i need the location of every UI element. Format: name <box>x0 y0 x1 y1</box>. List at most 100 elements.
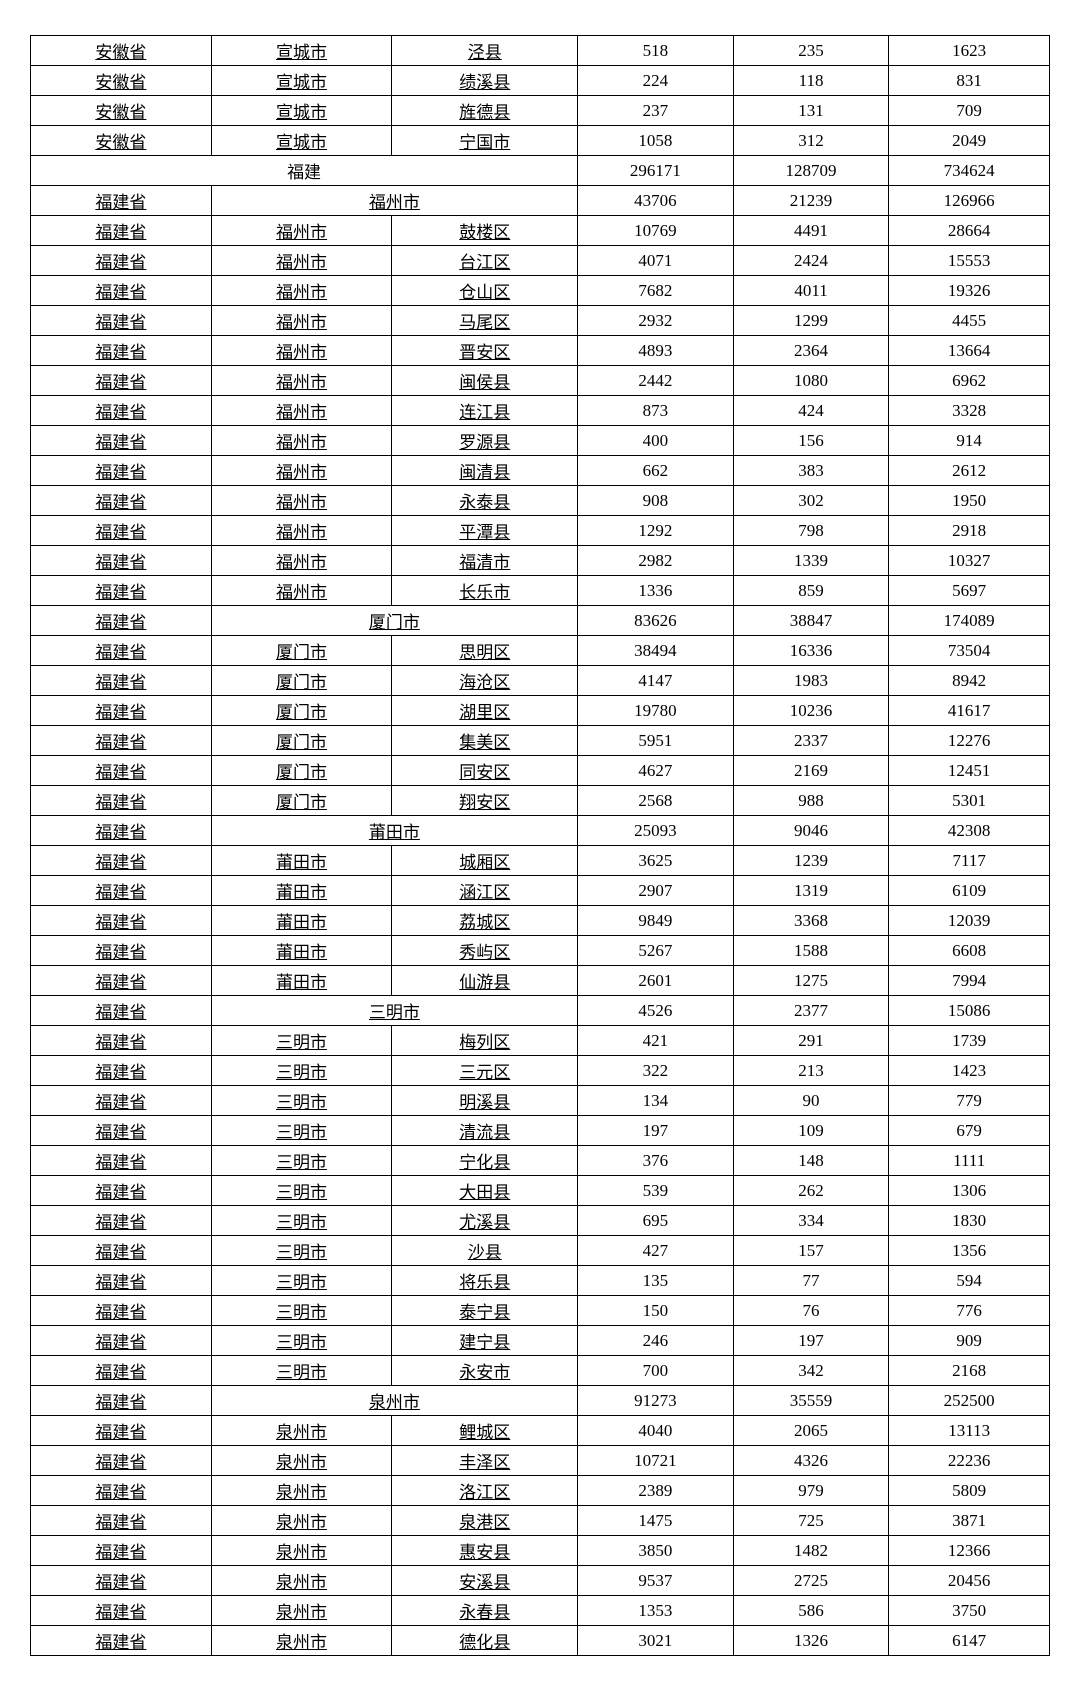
num-cell: 1080 <box>733 366 889 396</box>
num-cell: 1319 <box>733 876 889 906</box>
num-cell: 15086 <box>889 996 1050 1026</box>
num-cell: 421 <box>578 1026 734 1056</box>
num-cell: 252500 <box>889 1386 1050 1416</box>
num-cell: 128709 <box>733 156 889 186</box>
num-cell: 10327 <box>889 546 1050 576</box>
table-row: 福建省厦门市翔安区25689885301 <box>31 786 1050 816</box>
city-cell: 厦门市 <box>211 786 392 816</box>
num-cell: 156 <box>733 426 889 456</box>
num-cell: 2169 <box>733 756 889 786</box>
table-row: 福建省福州市闽侯县244210806962 <box>31 366 1050 396</box>
table-row: 福建省三明市泰宁县15076776 <box>31 1296 1050 1326</box>
num-cell: 2049 <box>889 126 1050 156</box>
num-cell: 695 <box>578 1206 734 1236</box>
county-cell: 泉港区 <box>392 1506 578 1536</box>
num-cell: 1111 <box>889 1146 1050 1176</box>
num-cell: 4526 <box>578 996 734 1026</box>
num-cell: 25093 <box>578 816 734 846</box>
num-cell: 13113 <box>889 1416 1050 1446</box>
city-cell: 泉州市 <box>211 1566 392 1596</box>
county-cell: 洛江区 <box>392 1476 578 1506</box>
num-cell: 3850 <box>578 1536 734 1566</box>
num-cell: 1588 <box>733 936 889 966</box>
num-cell: 6962 <box>889 366 1050 396</box>
num-cell: 2907 <box>578 876 734 906</box>
num-cell: 1326 <box>733 1626 889 1656</box>
num-cell: 2568 <box>578 786 734 816</box>
num-cell: 376 <box>578 1146 734 1176</box>
num-cell: 2377 <box>733 996 889 1026</box>
city-cell: 莆田市 <box>211 876 392 906</box>
province-cell: 安徽省 <box>31 36 212 66</box>
num-cell: 76 <box>733 1296 889 1326</box>
num-cell: 4326 <box>733 1446 889 1476</box>
num-cell: 41617 <box>889 696 1050 726</box>
table-row: 福建省福州市连江县8734243328 <box>31 396 1050 426</box>
province-cell: 福建省 <box>31 516 212 546</box>
num-cell: 10721 <box>578 1446 734 1476</box>
num-cell: 3871 <box>889 1506 1050 1536</box>
table-row: 福建省泉州市安溪县9537272520456 <box>31 1566 1050 1596</box>
num-cell: 2918 <box>889 516 1050 546</box>
table-row: 福建省三明市梅列区4212911739 <box>31 1026 1050 1056</box>
county-cell: 将乐县 <box>392 1266 578 1296</box>
num-cell: 38847 <box>733 606 889 636</box>
num-cell: 1739 <box>889 1026 1050 1056</box>
num-cell: 700 <box>578 1356 734 1386</box>
num-cell: 979 <box>733 1476 889 1506</box>
num-cell: 131 <box>733 96 889 126</box>
county-cell: 湖里区 <box>392 696 578 726</box>
num-cell: 1950 <box>889 486 1050 516</box>
num-cell: 586 <box>733 1596 889 1626</box>
county-cell: 尤溪县 <box>392 1206 578 1236</box>
province-cell: 福建省 <box>31 1356 212 1386</box>
province-cell: 福建省 <box>31 876 212 906</box>
city-cell: 三明市 <box>211 1296 392 1326</box>
num-cell: 594 <box>889 1266 1050 1296</box>
table-row: 福建省厦门市海沧区414719838942 <box>31 666 1050 696</box>
table-row: 安徽省宣城市宁国市10583122049 <box>31 126 1050 156</box>
table-row: 福建省福州市台江区4071242415553 <box>31 246 1050 276</box>
num-cell: 3625 <box>578 846 734 876</box>
city-cell: 宣城市 <box>211 36 392 66</box>
province-cell: 福建省 <box>31 1626 212 1656</box>
county-cell: 仓山区 <box>392 276 578 306</box>
county-cell: 清流县 <box>392 1116 578 1146</box>
province-cell: 福建省 <box>31 246 212 276</box>
province-cell: 福建省 <box>31 726 212 756</box>
city-cell: 厦门市 <box>211 666 392 696</box>
table-row: 福建省三明市明溪县13490779 <box>31 1086 1050 1116</box>
county-cell: 德化县 <box>392 1626 578 1656</box>
num-cell: 1306 <box>889 1176 1050 1206</box>
table-row: 福建省泉州市惠安县3850148212366 <box>31 1536 1050 1566</box>
county-cell: 绩溪县 <box>392 66 578 96</box>
city-cell: 福州市 <box>211 456 392 486</box>
num-cell: 42308 <box>889 816 1050 846</box>
num-cell: 914 <box>889 426 1050 456</box>
table-row: 福建省莆田市荔城区9849336812039 <box>31 906 1050 936</box>
province-cell: 福建省 <box>31 1236 212 1266</box>
table-row: 福建省福州市长乐市13368595697 <box>31 576 1050 606</box>
num-cell: 5267 <box>578 936 734 966</box>
num-cell: 424 <box>733 396 889 426</box>
county-cell: 泾县 <box>392 36 578 66</box>
num-cell: 831 <box>889 66 1050 96</box>
county-cell: 城厢区 <box>392 846 578 876</box>
province-cell: 福建省 <box>31 1446 212 1476</box>
num-cell: 90 <box>733 1086 889 1116</box>
city-cell: 宣城市 <box>211 96 392 126</box>
province-cell: 福建省 <box>31 1566 212 1596</box>
num-cell: 2168 <box>889 1356 1050 1386</box>
city-cell: 莆田市 <box>211 936 392 966</box>
city-cell: 泉州市 <box>211 1506 392 1536</box>
num-cell: 197 <box>578 1116 734 1146</box>
table-row: 福建省莆田市秀屿区526715886608 <box>31 936 1050 966</box>
num-cell: 988 <box>733 786 889 816</box>
num-cell: 73504 <box>889 636 1050 666</box>
num-cell: 12039 <box>889 906 1050 936</box>
county-cell: 翔安区 <box>392 786 578 816</box>
num-cell: 662 <box>578 456 734 486</box>
num-cell: 725 <box>733 1506 889 1536</box>
num-cell: 157 <box>733 1236 889 1266</box>
num-cell: 28664 <box>889 216 1050 246</box>
